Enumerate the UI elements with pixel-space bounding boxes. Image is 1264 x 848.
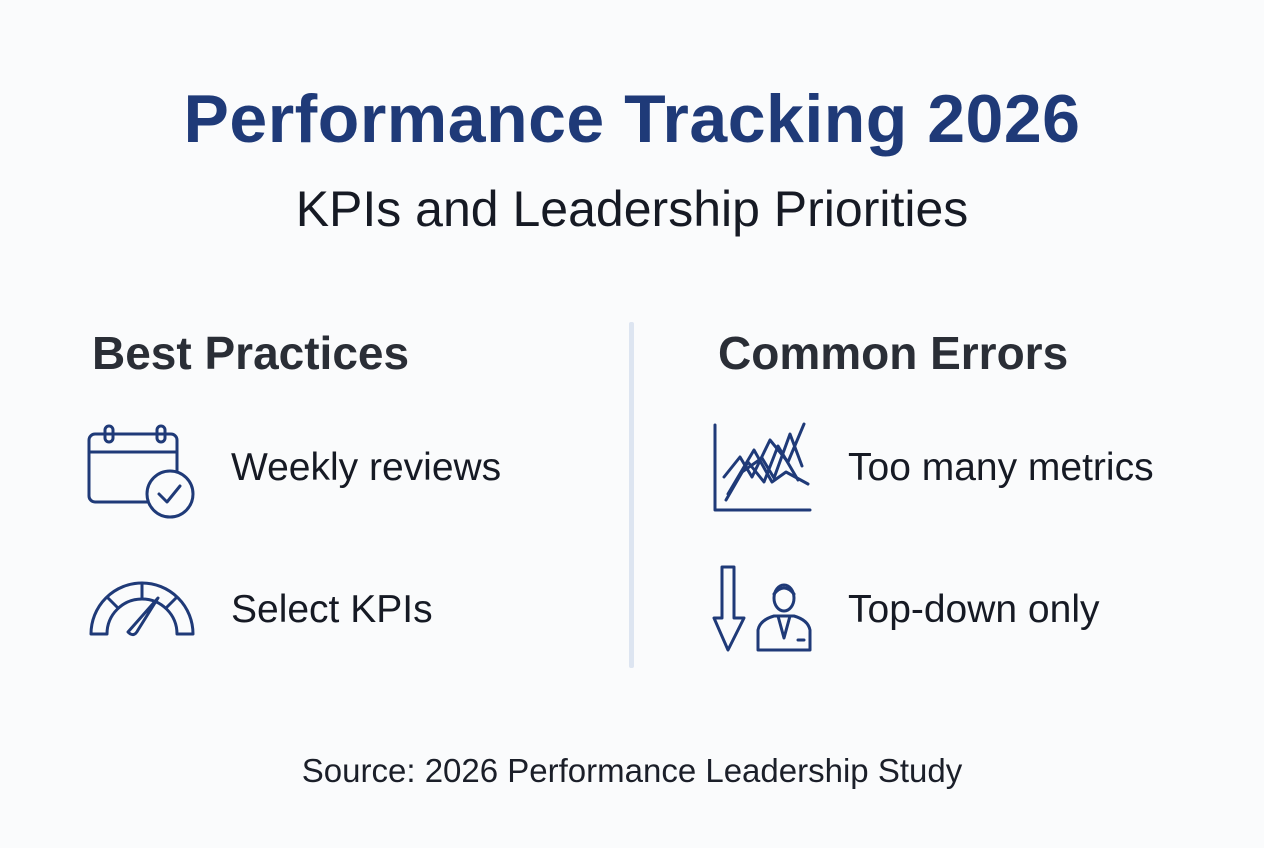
gauge-icon xyxy=(89,581,195,637)
common-errors-heading: Common Errors xyxy=(718,327,1069,379)
common-error-item: Too many metrics xyxy=(848,446,1154,489)
best-practice-item: Weekly reviews xyxy=(231,446,502,489)
source-note: Source: 2026 Performance Leadership Stud… xyxy=(301,752,963,789)
page-title: Performance Tracking 2026 xyxy=(183,81,1081,157)
page-subtitle: KPIs and Leadership Priorities xyxy=(295,181,969,237)
down-arrow-person-icon xyxy=(712,565,812,652)
best-practice-item: Select KPIs xyxy=(231,588,433,631)
best-practices-heading: Best Practices xyxy=(92,327,410,379)
common-error-item: Top-down only xyxy=(848,588,1100,631)
calendar-check-icon xyxy=(87,424,195,519)
column-divider xyxy=(629,322,634,668)
tangled-chart-icon xyxy=(713,422,812,512)
